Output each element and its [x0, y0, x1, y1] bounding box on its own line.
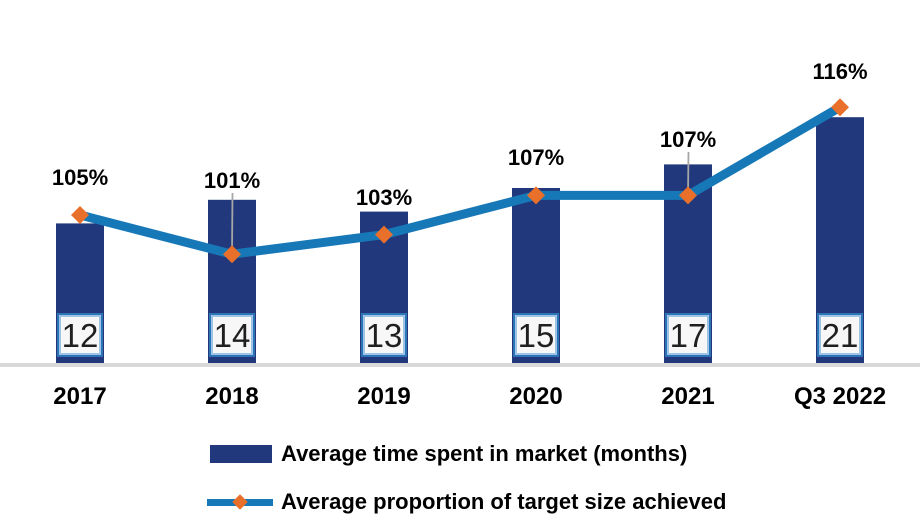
line-value-label: 105% — [51, 165, 109, 190]
line-series-path — [78, 103, 843, 259]
line-value-label: 101% — [203, 168, 261, 194]
category-label: 2017 — [53, 383, 107, 410]
line-series-swatch-icon — [207, 494, 273, 510]
category-label: Q3 2022 — [793, 383, 887, 410]
line-value-label: 107% — [507, 145, 565, 171]
line-value-label: 107% — [659, 127, 717, 153]
diamond-marker-2020 — [527, 186, 545, 205]
diamond-marker-2021 — [679, 186, 697, 205]
bar-series-swatch-icon — [210, 445, 272, 463]
bar-series-label: Average time spent in market (months) — [281, 441, 688, 466]
bar-value-box: 15 — [513, 313, 559, 357]
label-leader-line-2018 — [231, 192, 234, 255]
diamond-marker-2019 — [375, 225, 393, 244]
line-value-label: 103% — [355, 184, 413, 210]
x-axis-line — [0, 363, 920, 367]
category-label: 2020 — [509, 383, 563, 410]
diamond-marker-Q3 2022 — [831, 98, 849, 117]
legend-item-line-series: Average proportion of target size achiev… — [207, 490, 726, 514]
category-label: 2018 — [205, 383, 259, 410]
legend-item-bar-series: Average time spent in market (months) — [207, 442, 726, 466]
bar-value-box: 21 — [817, 313, 863, 357]
diamond-marker-2018 — [223, 245, 241, 264]
diamond-marker-2017 — [71, 206, 89, 224]
bar-value-box: 13 — [361, 313, 407, 357]
bar-value-box: 12 — [57, 313, 103, 357]
category-label: 2021 — [661, 383, 715, 410]
line-value-label: 116% — [812, 59, 868, 85]
diamond-marker-icon — [232, 494, 248, 510]
category-label: 2019 — [357, 383, 411, 410]
legend: Average time spent in market (months) Av… — [207, 442, 726, 514]
line-series-label: Average proportion of target size achiev… — [281, 489, 727, 514]
bar-value-box: 17 — [665, 313, 711, 357]
bar-value-box: 14 — [209, 313, 255, 357]
